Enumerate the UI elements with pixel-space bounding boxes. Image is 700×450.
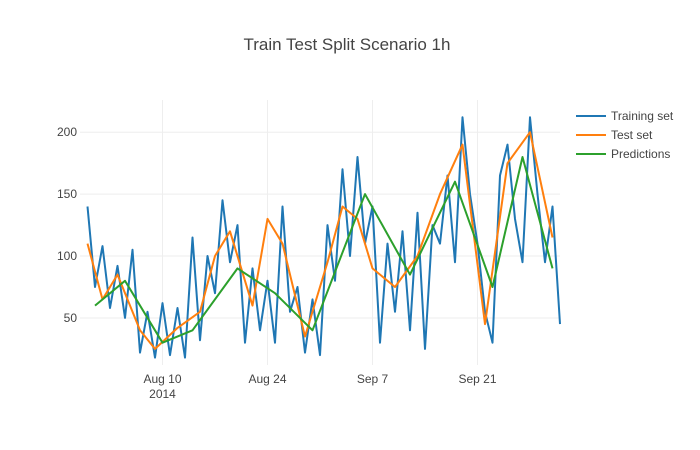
series-line-training-set (86, 116, 561, 359)
traces (86, 116, 561, 359)
legend[interactable]: Training set Test set Predictions (576, 109, 674, 161)
legend-label: Training set (611, 109, 674, 123)
x-tick-label: Aug 10 (143, 372, 181, 386)
legend-item[interactable]: Test set (576, 128, 653, 142)
y-axis: 50 100 150 200 (57, 125, 77, 325)
legend-label: Test set (611, 128, 653, 142)
legend-item[interactable]: Predictions (576, 147, 670, 161)
series-line-test-set (86, 131, 554, 350)
legend-item[interactable]: Training set (576, 109, 674, 123)
x-tick-label: Aug 24 (248, 372, 286, 386)
y-tick-label: 200 (57, 125, 77, 139)
y-tick-label: 50 (64, 311, 78, 325)
x-tick-label: Sep 21 (458, 372, 496, 386)
x-tick-label: Sep 7 (357, 372, 389, 386)
x-tick-sublabel: 2014 (149, 387, 176, 401)
grid (80, 100, 560, 365)
legend-label: Predictions (611, 147, 670, 161)
series-line-predictions (94, 156, 554, 344)
chart-title: Train Test Split Scenario 1h (244, 35, 451, 54)
y-tick-label: 150 (57, 187, 77, 201)
y-tick-label: 100 (57, 249, 77, 263)
